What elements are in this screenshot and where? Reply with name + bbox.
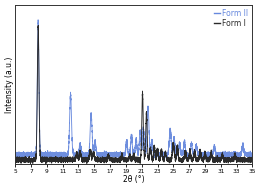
Y-axis label: Intensity (a.u.): Intensity (a.u.) — [5, 56, 14, 113]
X-axis label: 2θ (°): 2θ (°) — [123, 175, 145, 184]
Legend: Form II, Form I: Form II, Form I — [214, 9, 248, 28]
